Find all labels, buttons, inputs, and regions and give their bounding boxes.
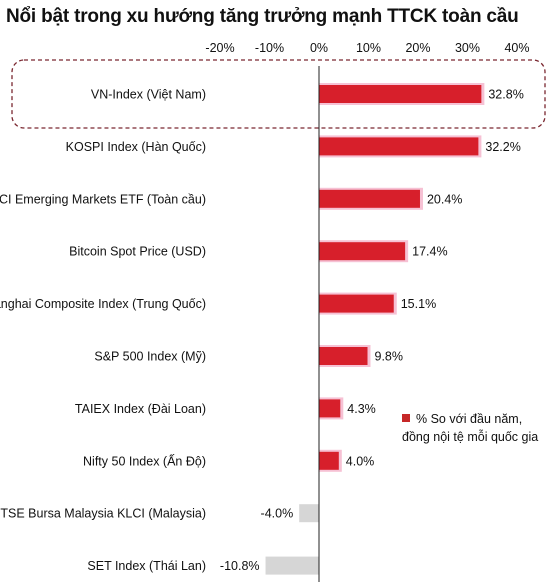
x-tick-label: 10%	[356, 41, 381, 55]
bar	[319, 242, 406, 261]
bar	[319, 451, 339, 470]
category-label: VN-Index (Việt Nam)	[91, 88, 206, 102]
value-label: 20.4%	[427, 192, 462, 206]
x-tick-label: 30%	[455, 41, 480, 55]
category-label: KOSPI Index (Hàn Quốc)	[66, 140, 206, 154]
highlight-box	[11, 59, 546, 129]
legend: % So với đầu năm, đồng nội tệ mỗi quốc g…	[402, 410, 542, 446]
x-tick-label: 20%	[405, 41, 430, 55]
bars	[265, 83, 485, 575]
category-label: TAIEX Index (Đài Loan)	[75, 402, 206, 416]
value-label: 4.3%	[347, 402, 376, 416]
category-labels: VN-Index (Việt Nam) KOSPI Index (Hàn Quốc…	[0, 88, 206, 574]
category-label: MSCI Emerging Markets ETF (Toàn cầu)	[0, 192, 206, 206]
bar	[319, 85, 482, 103]
bar	[319, 137, 479, 156]
bar	[265, 556, 319, 575]
category-label: FTSE Bursa Malaysia KLCI (Malaysia)	[0, 507, 206, 521]
value-label: 15.1%	[401, 297, 436, 311]
chart-title: Nổi bật trong xu hướng tăng trưởng mạnh …	[6, 6, 519, 27]
value-label: 9.8%	[375, 350, 404, 364]
value-label: 17.4%	[412, 245, 447, 259]
bar	[319, 347, 368, 365]
legend-swatch	[402, 414, 410, 422]
bar	[319, 189, 420, 208]
bar	[319, 294, 394, 313]
value-label: 32.2%	[485, 140, 520, 154]
x-tick-label: -20%	[205, 41, 234, 55]
value-label: -4.0%	[261, 507, 294, 521]
category-label: S&P 500 Index (Mỹ)	[94, 350, 206, 364]
bar	[319, 399, 341, 418]
x-tick-label: 40%	[504, 41, 529, 55]
x-tick-label: -10%	[255, 41, 284, 55]
value-label: 4.0%	[346, 454, 375, 468]
bar	[299, 504, 319, 523]
category-label: Shanghai Composite Index (Trung Quốc)	[0, 297, 206, 311]
value-labels: 32.8% 32.2% 20.4% 17.4% 15.1% 9.8% 4.3% 4.0% -4.…	[220, 88, 524, 574]
category-label: Nifty 50 Index (Ấn Độ)	[83, 453, 206, 468]
highlight-layer	[11, 59, 546, 129]
x-tick-label: 0%	[310, 41, 328, 55]
category-label: Bitcoin Spot Price (USD)	[69, 245, 206, 259]
x-axis-ticks: -20% -10% 0% 10% 20% 30% 40%	[205, 41, 529, 55]
value-label: -10.8%	[220, 559, 260, 573]
legend-label: % So với đầu năm, đồng nội tệ mỗi quốc g…	[402, 412, 539, 444]
category-label: SET Index (Thái Lan)	[87, 559, 206, 573]
value-label: 32.8%	[488, 88, 523, 102]
